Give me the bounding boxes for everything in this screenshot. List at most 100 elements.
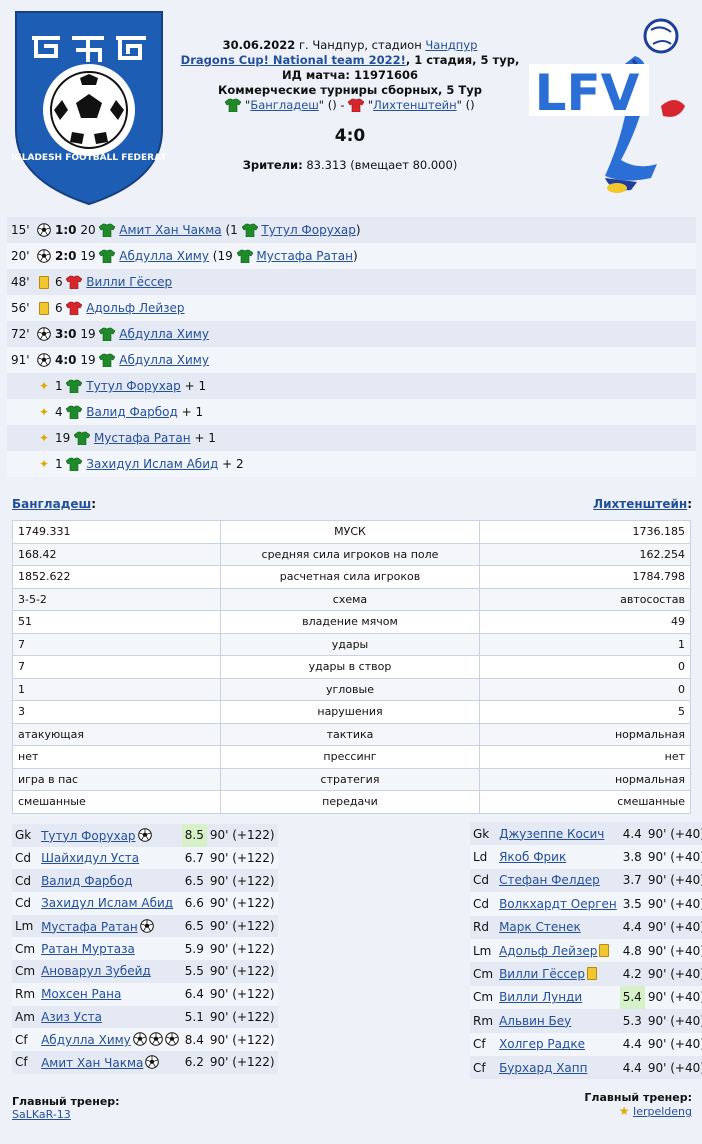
player-link[interactable]: Абдулла Химу — [119, 249, 209, 263]
event-minute: 20' — [11, 249, 30, 263]
event-minute: 15' — [11, 223, 30, 237]
event-text: 19 Мустафа Ратан + 1 — [55, 431, 216, 445]
lineup-row: Lm Адольф Лейзер 4.8 90' (+40) — [470, 938, 702, 963]
home-coach-link[interactable]: SaLKaR-13 — [12, 1108, 71, 1121]
lineup-row: Cf Абдулла Химу 8.4 90' (+122) — [12, 1028, 278, 1051]
ball-icon — [37, 223, 51, 237]
player-position: Lm — [12, 914, 39, 938]
player-position: Lm — [470, 938, 497, 963]
player-position: Rd — [470, 915, 497, 939]
player-time: 90' (+122) — [206, 914, 278, 938]
player-link[interactable]: Шайхидул Уста — [41, 851, 140, 866]
player-link[interactable]: Тутул Форухар — [86, 379, 181, 393]
away-team-link[interactable]: Лихтенштейн — [373, 98, 457, 112]
match-city: г. Чандпур, стадион — [298, 38, 422, 52]
lineup-row: Rm Мохсен Рана 6.4 90' (+122) — [12, 982, 278, 1006]
player-link[interactable]: Абдулла Химу — [119, 353, 209, 367]
home-lineup-table: Gk Тутул Форухар 8.5 90' (+122) Cd Шайхидул У… — [12, 824, 278, 1074]
player-link[interactable]: Волкхардт Оерген — [499, 896, 617, 911]
yellow-card-icon — [586, 967, 597, 981]
player-link[interactable]: Захидул Ислам Абид — [86, 457, 219, 471]
stat-home-value: 1852.622 — [12, 565, 221, 589]
player-position: Cf — [470, 1032, 497, 1056]
home-shirt-icon — [66, 379, 83, 393]
away-team-extra: () — [465, 98, 475, 112]
player-link[interactable]: Валид Фарбод — [86, 405, 178, 419]
player-link[interactable]: Абдулла Химу — [41, 1033, 131, 1048]
player-link[interactable]: Абдулла Химу — [119, 327, 209, 341]
player-link[interactable]: Вилли Гёссер — [86, 275, 173, 289]
player-rating: 6.5 — [181, 914, 207, 938]
player-link[interactable]: Валид Фарбод — [41, 873, 133, 888]
player-link[interactable]: Мустафа Ратан — [93, 431, 191, 445]
home-shirt-icon — [225, 98, 242, 112]
player-link[interactable]: Мохсен Рана — [41, 987, 122, 1002]
stat-label: тактика — [219, 722, 481, 746]
player-link[interactable]: Ратан Муртаза — [41, 941, 135, 956]
stat-label: схема — [219, 587, 481, 611]
player-link[interactable]: Марк Стенек — [499, 920, 581, 935]
player-link[interactable]: Амит Хан Чакма — [119, 223, 222, 237]
assist-number: (19 — [212, 249, 233, 263]
player-rating: 6.7 — [181, 846, 207, 870]
stat-label: удары — [219, 632, 481, 656]
player-time: 90' (+122) — [206, 937, 278, 961]
stat-away-value: нормальная — [479, 767, 691, 791]
player-link[interactable]: Адольф Лейзер — [499, 943, 598, 958]
player-link[interactable]: Вилли Лунди — [499, 990, 583, 1005]
home-shirt-icon — [66, 457, 83, 471]
assist-player-link[interactable]: Мустафа Ратан — [256, 249, 354, 263]
player-time: 90' (+40) — [644, 915, 702, 939]
stat-home-value: 3-5-2 — [12, 587, 221, 611]
home-team-link[interactable]: Бангладеш — [250, 98, 319, 112]
stat-label: владение мячом — [219, 610, 481, 634]
star-icon: ★ — [618, 1104, 630, 1118]
event-row-bonus: ✦ 4 Валид Фарбод + 1 — [7, 399, 696, 425]
player-position: Am — [12, 1005, 39, 1029]
stat-away-value: 1736.185 — [479, 520, 691, 544]
player-position: Cm — [12, 937, 39, 961]
player-rating: 4.8 — [619, 938, 645, 963]
player-link[interactable]: Тутул Форухар — [41, 828, 136, 843]
player-link[interactable]: Якоб Фрик — [499, 850, 567, 865]
lineup-row: Cd Захидул Ислам Абид 6.6 90' (+122) — [12, 892, 278, 915]
away-coach-link[interactable]: Ierpeldeng — [632, 1105, 692, 1118]
home-team-heading: Бангладеш: — [12, 497, 97, 511]
away-coach-label: Главный тренер: — [584, 1091, 692, 1104]
player-number: 6 — [55, 301, 63, 315]
home-shirt-icon — [74, 431, 91, 445]
player-link[interactable]: Азиз Уста — [41, 1009, 102, 1024]
player-time: 90' (+122) — [206, 1005, 278, 1029]
player-time: 90' (+40) — [644, 938, 702, 963]
player-link[interactable]: Стефан Фелдер — [499, 873, 600, 888]
stat-label: угловые — [219, 677, 481, 701]
player-time: 90' (+122) — [206, 846, 278, 870]
player-link[interactable]: Альвин Беу — [499, 1013, 572, 1028]
tournament-link[interactable]: Dragons Cup! National team 2022! — [180, 53, 406, 67]
player-number: 4 — [55, 405, 63, 419]
event-row-goal: 15' 1:0 20 Амит Хан Чакма (1 Тутул Форуха… — [7, 217, 696, 243]
player-link[interactable]: Бурхард Хапп — [499, 1060, 588, 1075]
away-team-heading-link[interactable]: Лихтенштейн — [593, 497, 688, 511]
player-link[interactable]: Вилли Гёссер — [499, 967, 585, 982]
player-link[interactable]: Мустафа Ратан — [41, 919, 138, 934]
player-link[interactable]: Джузеппе Косич — [499, 826, 605, 841]
stat-home-value: игра в пас — [12, 767, 221, 791]
player-link[interactable]: Холгер Радке — [499, 1037, 585, 1052]
player-position: Cd — [12, 869, 39, 893]
stats-row: 1852.622 расчетная сила игроков 1784.798 — [12, 565, 691, 589]
stadium-link[interactable]: Чандпур — [425, 38, 478, 52]
home-team-extra: () — [327, 98, 337, 112]
player-link[interactable]: Амит Хан Чакма — [41, 1055, 144, 1070]
player-link[interactable]: Захидул Ислам Абид — [41, 896, 174, 911]
player-number: 1 — [55, 457, 63, 471]
assist-player-link[interactable]: Тутул Форухар — [261, 223, 356, 237]
player-number: 1 — [55, 379, 63, 393]
home-team-heading-link[interactable]: Бангладеш — [12, 497, 92, 511]
player-link[interactable]: Ановарул Зубейд — [41, 964, 151, 979]
event-text: 2:0 19 Абдулла Химу (19 Мустафа Ратан) — [55, 249, 358, 263]
player-link[interactable]: Адольф Лейзер — [86, 301, 185, 315]
lineup-row: Cm Ановарул Зубейд 5.5 90' (+122) — [12, 960, 278, 983]
stat-label: расчетная сила игроков — [219, 565, 481, 589]
home-coach-label: Главный тренер: — [12, 1095, 120, 1108]
